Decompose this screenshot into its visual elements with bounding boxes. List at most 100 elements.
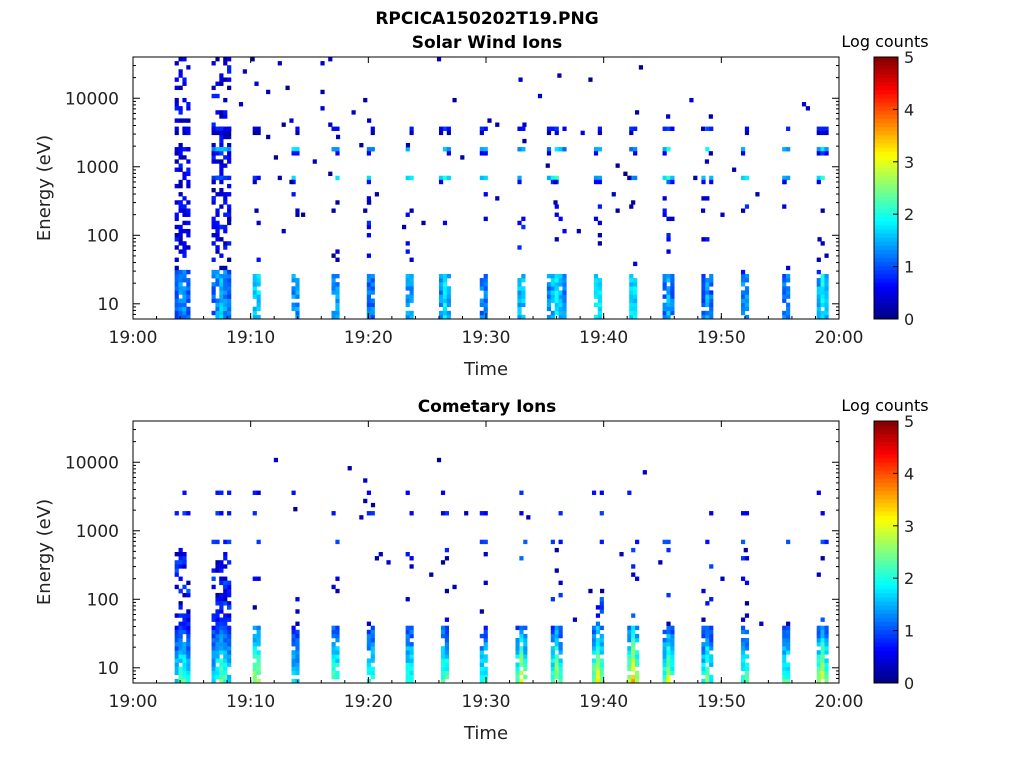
heatmap-cell (546, 273, 552, 279)
heatmap-cell (629, 130, 634, 136)
heatmap-cell (517, 147, 522, 152)
heatmap-cell (219, 126, 224, 131)
colorbar-tick-label: 2 (904, 569, 914, 588)
heatmap-cell (178, 306, 183, 312)
heatmap-cell (546, 126, 552, 131)
heatmap-cell (331, 286, 336, 291)
heatmap-cell (366, 678, 371, 683)
heatmap-cell (662, 151, 667, 156)
y-tick-label: 100 (87, 590, 119, 610)
heatmap-cell (182, 155, 187, 160)
heatmap-cell (576, 228, 581, 234)
heatmap-cell (744, 126, 750, 131)
heatmap-cell (370, 637, 375, 643)
heatmap-cell (256, 654, 261, 659)
heatmap-cell (440, 666, 446, 672)
heatmap-cell (219, 576, 224, 581)
heatmap-cell (670, 658, 675, 663)
heatmap-cell (786, 650, 791, 655)
heatmap-cell (546, 175, 552, 181)
colorbar-swatch (874, 138, 898, 144)
heatmap-cell (662, 273, 667, 279)
heatmap-cell (409, 662, 414, 667)
heatmap-cell (256, 666, 261, 672)
heatmap-cell (666, 654, 671, 659)
heatmap-cell (816, 658, 821, 663)
heatmap-cell (599, 646, 604, 651)
heatmap-cell (331, 282, 336, 287)
heatmap-cell (483, 298, 488, 303)
heatmap-cell (444, 670, 449, 676)
heatmap-cell (479, 539, 484, 545)
heatmap-cell (782, 633, 787, 639)
heatmap-cell (178, 298, 183, 303)
heatmap-cell (627, 678, 632, 683)
heatmap-cell (557, 73, 562, 78)
heatmap-cell (335, 670, 340, 676)
heatmap-cell (438, 310, 444, 316)
heatmap-cell (438, 126, 444, 131)
heatmap-cell (479, 674, 484, 680)
heatmap-cell (182, 81, 187, 86)
heatmap-cell (331, 314, 336, 319)
heatmap-cell (295, 294, 300, 299)
heatmap-cell (444, 633, 449, 639)
heatmap-cell (820, 670, 825, 676)
heatmap-cell (597, 241, 602, 246)
heatmap-cell (599, 605, 604, 610)
heatmap-cell (820, 511, 825, 516)
colorbar-swatch (874, 265, 898, 271)
heatmap-cell (405, 490, 410, 495)
heatmap-cell (740, 678, 746, 683)
heatmap-cell (186, 678, 191, 683)
heatmap-cell (479, 302, 484, 308)
heatmap-cell (554, 662, 559, 667)
heatmap-cell (705, 282, 710, 287)
heatmap-cell (289, 118, 294, 123)
heatmap-cell (709, 658, 714, 663)
heatmap-cell (740, 147, 746, 152)
heatmap-cell (219, 666, 224, 672)
heatmap-cell (405, 294, 410, 299)
heatmap-cell (328, 171, 333, 177)
heatmap-cell (740, 273, 746, 279)
x-tick-label: 19:50 (697, 692, 746, 712)
colorbar-swatch (874, 278, 898, 283)
heatmap-cell (219, 167, 224, 172)
heatmap-cell (740, 310, 746, 316)
heatmap-cell (335, 249, 340, 254)
heatmap-cell (370, 282, 375, 287)
heatmap-cell (591, 650, 597, 655)
heatmap-cell (483, 175, 488, 181)
heatmap-cell (517, 290, 522, 295)
heatmap-cell (631, 200, 636, 205)
heatmap-cell (227, 175, 232, 181)
heatmap-cell (483, 539, 488, 545)
heatmap-cell (701, 646, 706, 651)
heatmap-cell (211, 93, 216, 99)
heatmap-cell (553, 200, 558, 205)
heatmap-cell (331, 642, 336, 647)
heatmap-cell (219, 310, 224, 316)
heatmap-cell (223, 539, 228, 545)
heatmap-cell (174, 302, 179, 308)
heatmap-cell (227, 159, 232, 164)
heatmap-cell (782, 650, 787, 655)
heatmap-cell (670, 662, 675, 667)
heatmap-cell (438, 298, 444, 303)
heatmap-cell (744, 278, 750, 283)
heatmap-cell (178, 576, 183, 581)
heatmap-cell (554, 273, 559, 279)
heatmap-cell (701, 294, 706, 299)
heatmap-cell (178, 241, 183, 246)
heatmap-cell (215, 306, 220, 312)
heatmap-cell (186, 310, 191, 316)
heatmap-cell (662, 670, 667, 676)
heatmap-cell (701, 175, 706, 181)
heatmap-cell (816, 666, 821, 672)
heatmap-cell (744, 637, 750, 643)
heatmap-cell (523, 642, 528, 647)
heatmap-cell (182, 147, 187, 152)
heatmap-cell (523, 662, 528, 667)
